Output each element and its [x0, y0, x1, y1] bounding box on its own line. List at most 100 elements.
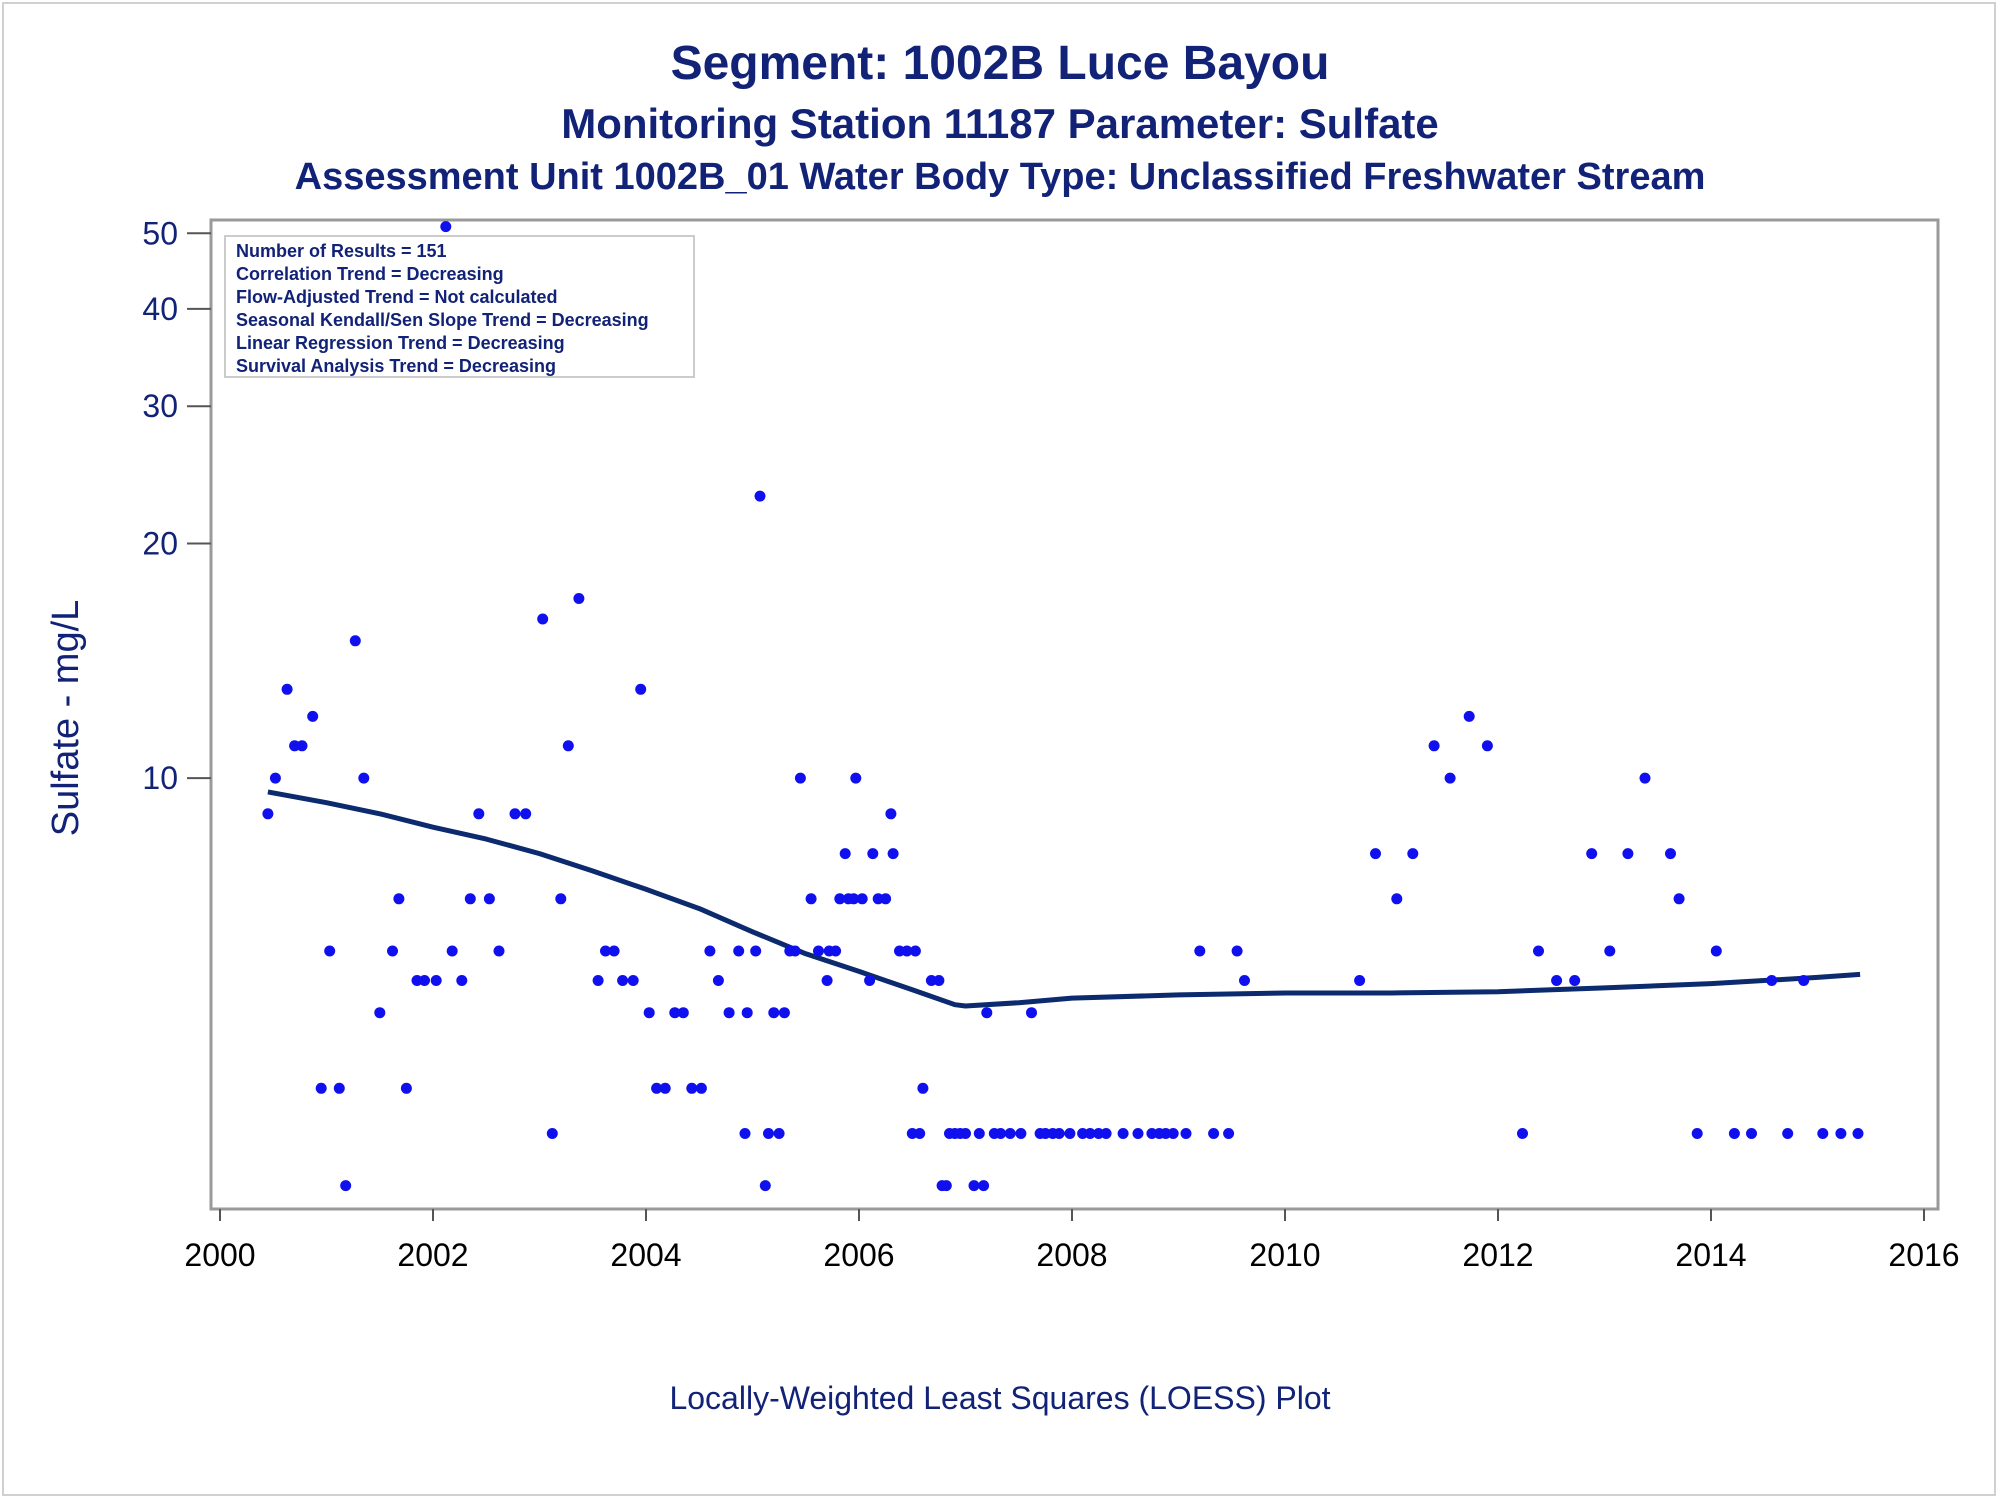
data-point-45 — [695, 1082, 707, 1094]
data-point-36 — [617, 975, 629, 986]
data-point-70 — [848, 893, 860, 905]
data-point-93 — [968, 1180, 980, 1192]
data-point-54 — [759, 1180, 771, 1192]
data-point-18 — [430, 975, 442, 986]
data-point-94 — [973, 1128, 985, 1139]
data-point-51 — [741, 1007, 753, 1019]
data-point-28 — [537, 613, 549, 625]
data-point-9 — [340, 1180, 352, 1192]
inset-line-flow: Flow-Adjusted Trend = Not calculated — [236, 287, 558, 307]
data-point-14 — [393, 893, 405, 905]
inset-line-seasonal: Seasonal Kendall/Sen Slope Trend = Decre… — [236, 310, 649, 330]
data-point-118 — [1194, 945, 1206, 957]
x-tick-label-2008: 2008 — [1036, 1237, 1107, 1273]
data-point-78 — [887, 848, 899, 860]
x-tick-label-2016: 2016 — [1888, 1237, 1959, 1273]
data-point-57 — [773, 1128, 785, 1139]
data-point-67 — [834, 893, 846, 905]
data-point-12 — [374, 1007, 386, 1019]
data-point-120 — [1223, 1128, 1235, 1139]
data-point-10 — [349, 635, 361, 647]
data-point-123 — [1354, 975, 1366, 986]
data-point-68 — [839, 848, 851, 860]
data-point-72 — [856, 893, 868, 905]
data-point-148 — [1817, 1128, 1829, 1139]
inset-line-survival: Survival Analysis Trend = Decreasing — [236, 356, 556, 376]
inset-line-correlation: Correlation Trend = Decreasing — [236, 264, 504, 284]
data-point-38 — [635, 683, 647, 695]
data-point-88 — [940, 1180, 952, 1192]
data-point-108 — [1084, 1128, 1096, 1139]
data-point-71 — [850, 772, 862, 784]
data-point-127 — [1428, 740, 1440, 752]
data-point-131 — [1517, 1128, 1528, 1139]
data-point-143 — [1728, 1128, 1740, 1139]
data-point-31 — [562, 740, 574, 752]
data-point-61 — [794, 772, 806, 784]
data-point-37 — [627, 975, 639, 986]
data-point-135 — [1586, 848, 1598, 860]
data-point-8 — [333, 1082, 345, 1094]
data-point-133 — [1551, 975, 1563, 986]
data-point-121 — [1231, 945, 1243, 957]
data-point-96 — [981, 1007, 993, 1019]
data-point-74 — [867, 848, 879, 860]
data-point-119 — [1208, 1128, 1220, 1139]
data-point-43 — [677, 1007, 689, 1019]
data-point-23 — [473, 808, 485, 820]
x-tick-label-2010: 2010 — [1249, 1237, 1320, 1273]
chart-title: Segment: 1002B Luce Bayou — [670, 37, 1330, 90]
data-point-1 — [269, 772, 281, 784]
y-tick-label-10: 10 — [142, 760, 178, 796]
data-point-56 — [768, 1007, 780, 1019]
y-axis: 10 20 30 40 50 — [142, 215, 211, 796]
data-point-41 — [659, 1082, 671, 1094]
data-point-82 — [909, 945, 921, 957]
data-point-6 — [315, 1082, 327, 1094]
trend-inset: Number of Results = 151 Correlation Tren… — [224, 235, 695, 378]
loess-line-layer — [267, 789, 1861, 1009]
data-point-7 — [324, 945, 336, 957]
data-point-146 — [1782, 1128, 1794, 1139]
chart-footer: Locally-Weighted Least Squares (LOESS) P… — [669, 1380, 1331, 1416]
data-point-140 — [1673, 893, 1685, 905]
data-point-149 — [1835, 1128, 1847, 1139]
data-point-21 — [456, 975, 468, 986]
data-point-110 — [1100, 1128, 1112, 1139]
data-point-142 — [1710, 945, 1722, 957]
data-point-34 — [600, 945, 611, 957]
data-point-101 — [1026, 1007, 1037, 1019]
data-point-73 — [864, 975, 876, 986]
inset-box — [224, 235, 695, 378]
data-point-128 — [1444, 772, 1456, 784]
data-point-25 — [493, 945, 505, 957]
loess-line — [267, 789, 1861, 1009]
x-tick-label-2002: 2002 — [397, 1237, 468, 1273]
data-point-58 — [778, 1007, 790, 1019]
data-point-11 — [358, 772, 370, 784]
x-tick-label-2014: 2014 — [1675, 1237, 1746, 1273]
data-point-125 — [1391, 893, 1403, 905]
data-point-134 — [1569, 975, 1581, 986]
data-point-105 — [1053, 1128, 1065, 1139]
data-point-49 — [733, 945, 745, 957]
data-point-64 — [821, 975, 833, 986]
data-point-5 — [307, 710, 319, 722]
data-point-122 — [1239, 975, 1250, 986]
data-point-50 — [739, 1128, 751, 1139]
data-point-95 — [978, 1180, 990, 1192]
data-point-17 — [419, 975, 430, 986]
data-point-77 — [885, 808, 897, 820]
data-point-62 — [805, 893, 817, 905]
data-point-15 — [400, 1082, 412, 1094]
data-point-86 — [933, 975, 945, 986]
data-point-99 — [1004, 1128, 1016, 1139]
data-point-35 — [608, 945, 620, 957]
data-point-52 — [750, 945, 762, 957]
data-point-80 — [901, 945, 913, 957]
inset-line-results: Number of Results = 151 — [236, 241, 447, 261]
scatter-layer — [262, 221, 1864, 1192]
data-point-33 — [592, 975, 604, 986]
chart-subtitle-2: Assessment Unit 1002B_01 Water Body Type… — [294, 156, 1706, 198]
